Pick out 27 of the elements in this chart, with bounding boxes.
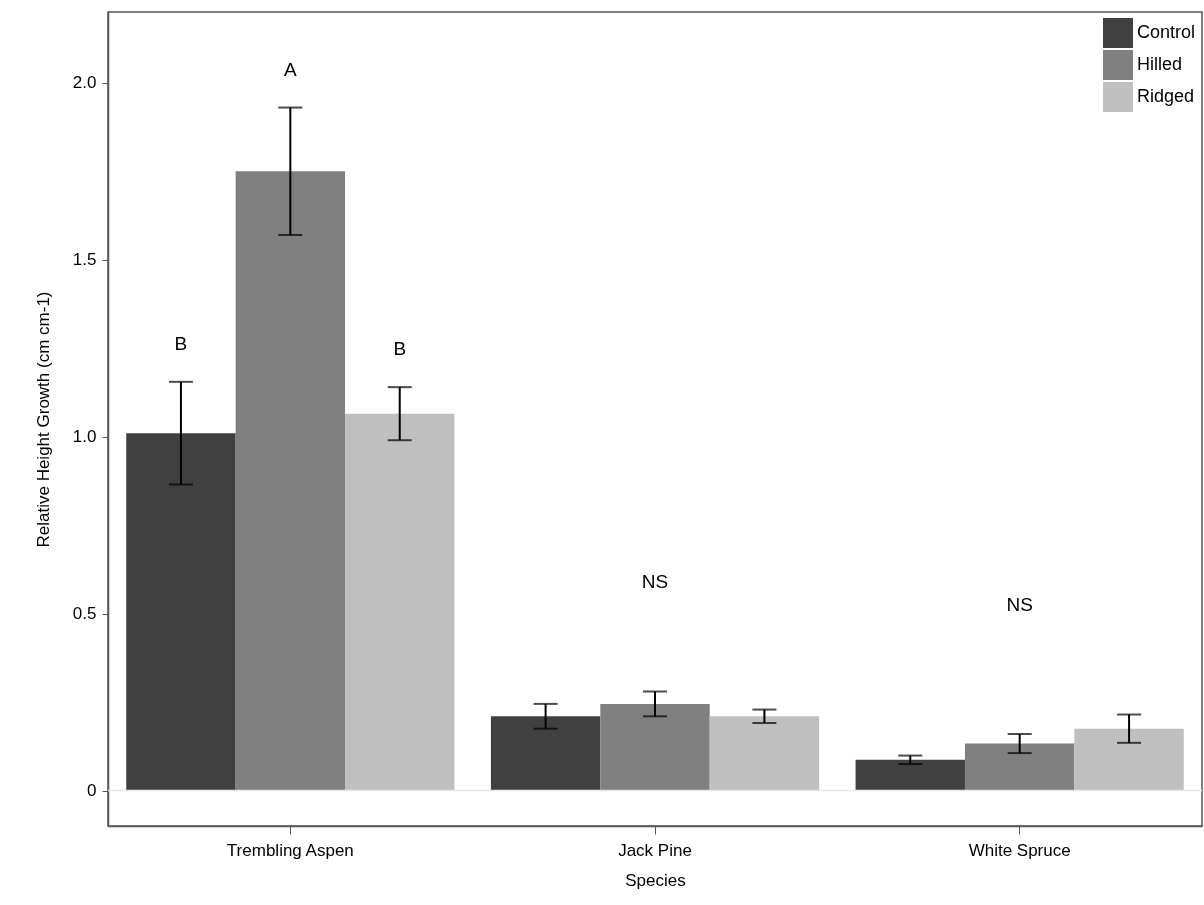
bar	[855, 759, 965, 791]
bar	[1074, 728, 1184, 791]
legend-label: Ridged	[1137, 86, 1195, 106]
annotation: NS	[1006, 593, 1033, 615]
legend-label: Hilled	[1137, 54, 1183, 74]
y-tick-label: 0	[87, 781, 97, 801]
annotation: B	[174, 332, 188, 354]
y-tick-label: 1.5	[72, 250, 97, 270]
y-axis-title: Relative Height Growth (cm cm-1)	[33, 291, 53, 548]
bar	[600, 703, 710, 791]
x-tick-label: Jack Pine	[618, 840, 692, 860]
x-tick-label: White Spruce	[968, 840, 1071, 860]
y-tick-label: 0.5	[72, 604, 97, 624]
bar	[964, 743, 1075, 791]
y-tick-label: 2.0	[72, 73, 97, 93]
bar	[709, 716, 820, 791]
legend-label: Control	[1137, 22, 1196, 42]
bar	[345, 413, 455, 791]
x-axis-title: Species	[625, 870, 686, 890]
y-tick-label: 1.0	[72, 427, 97, 447]
annotation: B	[393, 338, 407, 360]
bar	[490, 716, 601, 791]
annotation: NS	[641, 570, 669, 592]
bar	[126, 433, 236, 791]
annotation: A	[283, 58, 297, 80]
x-tick-label: Trembling Aspen	[226, 840, 354, 860]
bar	[235, 171, 346, 791]
